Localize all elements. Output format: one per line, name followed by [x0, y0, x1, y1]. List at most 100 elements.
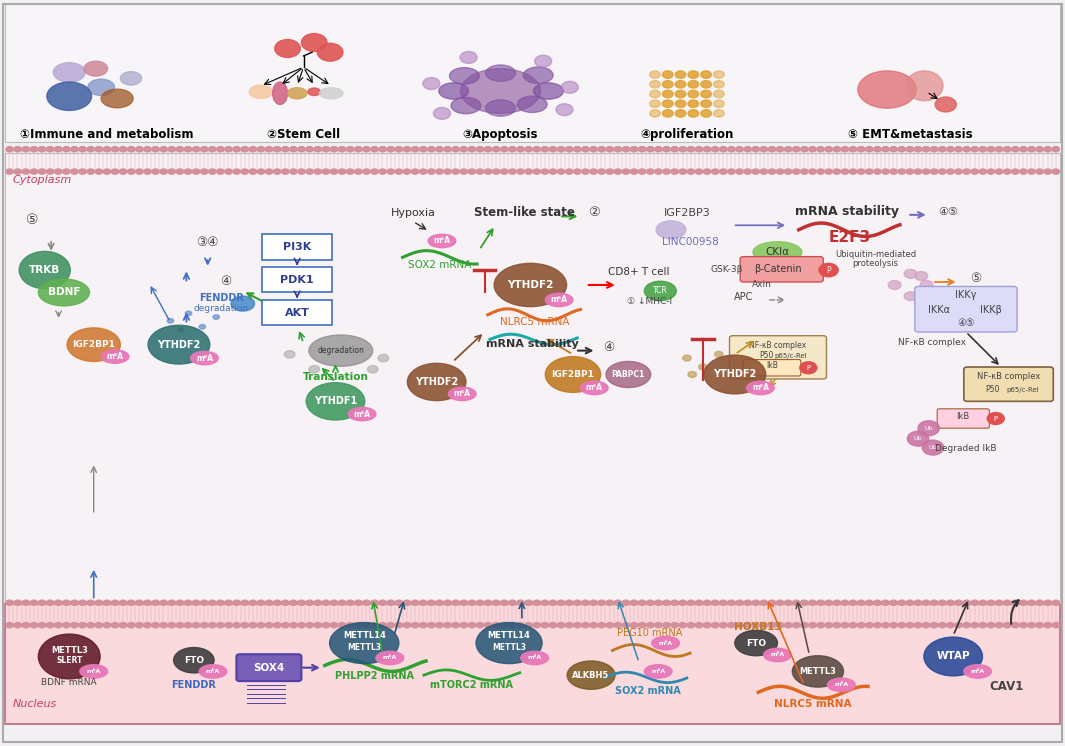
Circle shape [1003, 600, 1011, 606]
Circle shape [63, 169, 70, 175]
Circle shape [914, 600, 921, 606]
Circle shape [662, 71, 673, 78]
Circle shape [249, 146, 257, 151]
Circle shape [452, 600, 459, 606]
FancyBboxPatch shape [262, 234, 332, 260]
Ellipse shape [923, 637, 983, 676]
Circle shape [825, 169, 833, 175]
Circle shape [711, 169, 719, 175]
Circle shape [638, 622, 645, 628]
Circle shape [914, 622, 921, 628]
Circle shape [355, 146, 362, 151]
Circle shape [1036, 622, 1044, 628]
Ellipse shape [348, 407, 376, 421]
Circle shape [675, 81, 686, 88]
Text: PABPC1: PABPC1 [611, 370, 645, 379]
Circle shape [833, 169, 840, 175]
Circle shape [225, 600, 232, 606]
Circle shape [152, 169, 160, 175]
Circle shape [785, 169, 792, 175]
Circle shape [346, 169, 354, 175]
Circle shape [720, 169, 727, 175]
Circle shape [387, 169, 394, 175]
Circle shape [841, 600, 849, 606]
Circle shape [209, 600, 216, 606]
Circle shape [420, 600, 427, 606]
Circle shape [317, 43, 343, 61]
Circle shape [566, 169, 573, 175]
Circle shape [79, 146, 86, 151]
Text: m⁶A: m⁶A [86, 669, 101, 674]
Circle shape [306, 169, 313, 175]
Ellipse shape [47, 82, 92, 110]
Circle shape [387, 146, 394, 151]
Text: Axin: Axin [752, 280, 771, 289]
Circle shape [683, 355, 691, 361]
Circle shape [460, 169, 468, 175]
Circle shape [597, 622, 605, 628]
Circle shape [675, 100, 686, 107]
Circle shape [873, 169, 881, 175]
Circle shape [1052, 146, 1060, 151]
Circle shape [541, 600, 548, 606]
Ellipse shape [231, 296, 255, 311]
Circle shape [743, 622, 751, 628]
Circle shape [492, 622, 499, 628]
Circle shape [679, 600, 687, 606]
Ellipse shape [545, 293, 573, 307]
Circle shape [363, 600, 371, 606]
Text: ④proliferation: ④proliferation [640, 128, 734, 141]
Circle shape [534, 622, 540, 628]
Text: mRNA stability: mRNA stability [794, 205, 899, 218]
Text: ③④: ③④ [196, 236, 219, 249]
Circle shape [363, 622, 371, 628]
Circle shape [135, 169, 143, 175]
Circle shape [922, 622, 930, 628]
Circle shape [411, 169, 419, 175]
Text: m⁶A: m⁶A [433, 236, 450, 245]
Circle shape [38, 169, 46, 175]
Circle shape [785, 622, 792, 628]
Circle shape [954, 600, 962, 606]
Circle shape [517, 622, 524, 628]
Text: FENDDR: FENDDR [199, 292, 244, 303]
Ellipse shape [407, 363, 466, 401]
Text: TRKB: TRKB [29, 265, 61, 275]
Circle shape [1019, 169, 1027, 175]
Circle shape [119, 169, 127, 175]
Text: METTL3: METTL3 [51, 646, 87, 655]
Circle shape [517, 169, 524, 175]
Circle shape [70, 600, 78, 606]
Text: p65/c-Rel: p65/c-Rel [1006, 386, 1038, 392]
Ellipse shape [523, 67, 553, 84]
Circle shape [566, 600, 573, 606]
Circle shape [1012, 169, 1019, 175]
Circle shape [597, 600, 605, 606]
Circle shape [687, 600, 694, 606]
Circle shape [95, 169, 102, 175]
Circle shape [209, 146, 216, 151]
Circle shape [574, 169, 581, 175]
Circle shape [996, 146, 1003, 151]
Circle shape [103, 600, 111, 606]
Text: ALKBH5: ALKBH5 [573, 671, 609, 680]
Circle shape [825, 622, 833, 628]
Circle shape [509, 146, 517, 151]
Circle shape [314, 600, 322, 606]
Circle shape [281, 169, 289, 175]
Circle shape [436, 146, 443, 151]
Circle shape [638, 600, 645, 606]
Text: m⁶A: m⁶A [752, 383, 769, 392]
Text: E2F3: E2F3 [829, 231, 871, 245]
Circle shape [866, 169, 873, 175]
Circle shape [727, 600, 735, 606]
Circle shape [615, 169, 622, 175]
Circle shape [275, 40, 300, 57]
Circle shape [873, 622, 881, 628]
Circle shape [687, 146, 694, 151]
Circle shape [971, 146, 979, 151]
Circle shape [128, 622, 135, 628]
Circle shape [817, 622, 824, 628]
Ellipse shape [735, 630, 777, 656]
Text: YTHDF2: YTHDF2 [415, 377, 458, 387]
